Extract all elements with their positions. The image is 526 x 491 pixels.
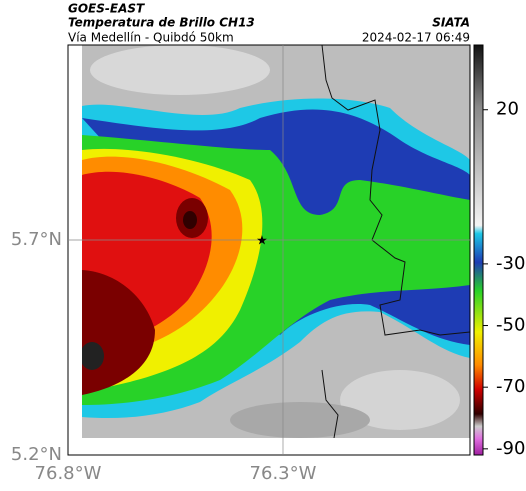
colorbar — [473, 44, 484, 456]
lon-label: 76.3°W — [250, 463, 317, 484]
map-frame — [67, 44, 471, 456]
colorbar-tick-label: 20 — [496, 99, 519, 120]
source: SIATA — [432, 16, 470, 30]
colorbar-tick-label: -50 — [496, 315, 525, 336]
lon-label: 76.8°W — [35, 463, 102, 484]
colorbar-tick-label: -70 — [496, 376, 525, 397]
timestamp: 2024-02-17 06:49 — [362, 31, 470, 45]
imagery — [82, 45, 470, 438]
colorbar-tick-label: -30 — [496, 253, 525, 274]
lat-label: 5.7°N — [11, 229, 62, 250]
location-marker: ★ — [256, 234, 268, 249]
satellite: GOES-EAST — [68, 2, 145, 16]
lat-label: 5.2°N — [11, 444, 62, 465]
route: Vía Medellín - Quibdó 50km — [68, 31, 234, 45]
product: Temperatura de Brillo CH13 — [68, 16, 255, 30]
colorbar-tick-label: -90 — [496, 438, 525, 459]
